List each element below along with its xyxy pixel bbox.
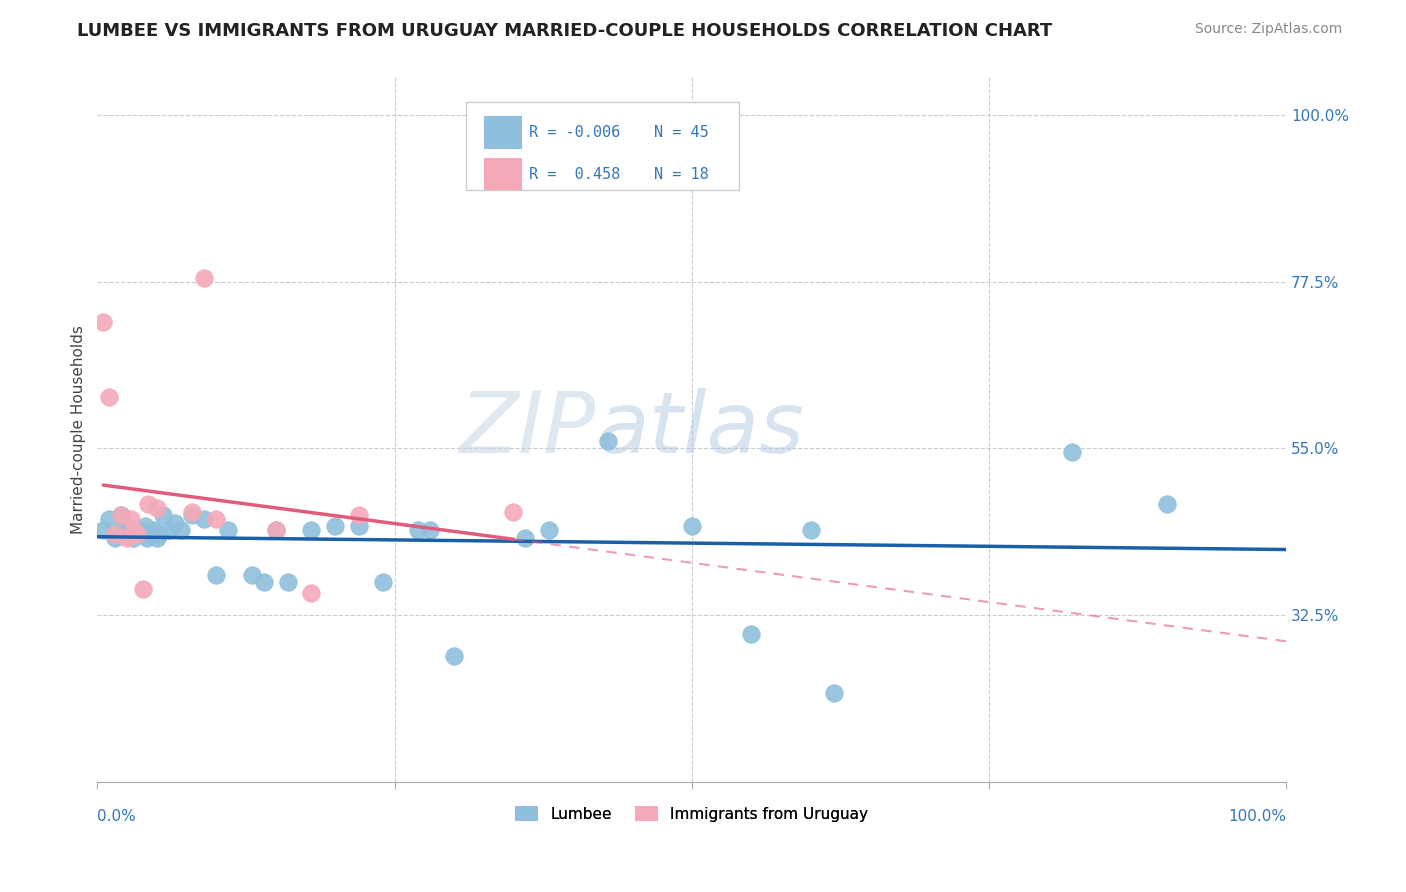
Point [131, 526, 153, 541]
Point [205, 567, 228, 582]
Point [823, 686, 845, 700]
Point [277, 574, 299, 589]
Point [139, 526, 162, 541]
Point [136, 531, 159, 545]
Point [681, 519, 703, 533]
Point [419, 523, 441, 537]
Text: LUMBEE VS IMMIGRANTS FROM URUGUAY MARRIED-COUPLE HOUSEHOLDS CORRELATION CHART: LUMBEE VS IMMIGRANTS FROM URUGUAY MARRIE… [77, 22, 1053, 40]
Point [371, 574, 394, 589]
Point [122, 523, 145, 537]
Y-axis label: Married-couple Households: Married-couple Households [72, 326, 86, 534]
Point [406, 523, 429, 537]
Text: N = 18: N = 18 [654, 167, 709, 181]
Point [104, 526, 127, 541]
Point [502, 504, 524, 518]
Point [323, 519, 346, 533]
Point [169, 523, 191, 537]
Point [128, 523, 150, 537]
Point [152, 508, 174, 523]
Point [115, 523, 138, 537]
Point [181, 508, 204, 523]
Point [1156, 497, 1178, 511]
Point [148, 526, 170, 541]
Point [537, 523, 560, 537]
Point [299, 523, 322, 537]
Text: ZIP: ZIP [460, 388, 596, 471]
Text: atlas: atlas [596, 388, 804, 471]
Point [125, 526, 148, 541]
Point [110, 508, 132, 523]
Point [91, 315, 114, 329]
Text: R =  0.458: R = 0.458 [529, 167, 620, 181]
Legend: Lumbee, Immigrants from Uruguay: Lumbee, Immigrants from Uruguay [509, 799, 875, 828]
Point [98, 512, 121, 526]
Point [143, 523, 166, 537]
Point [134, 519, 156, 533]
Point [120, 512, 142, 526]
Point [253, 574, 276, 589]
Point [347, 519, 370, 533]
Text: Source: ZipAtlas.com: Source: ZipAtlas.com [1195, 22, 1343, 37]
Point [181, 504, 204, 518]
Point [347, 508, 370, 523]
Point [443, 649, 465, 664]
Point [1060, 445, 1083, 459]
Point [163, 516, 186, 530]
Point [115, 531, 138, 545]
Point [138, 497, 160, 511]
FancyBboxPatch shape [465, 102, 740, 190]
Point [112, 519, 135, 533]
Point [98, 390, 121, 404]
Point [91, 523, 114, 537]
Text: N = 45: N = 45 [654, 125, 709, 140]
Point [157, 523, 180, 537]
Point [515, 531, 537, 545]
Point [104, 531, 127, 545]
Point [264, 523, 287, 537]
Point [110, 508, 132, 523]
Point [598, 434, 620, 448]
Point [740, 627, 762, 641]
Point [146, 500, 169, 515]
Point [299, 586, 322, 600]
Text: R = -0.006: R = -0.006 [529, 125, 620, 140]
Point [131, 582, 153, 597]
Point [193, 270, 215, 285]
Text: 100.0%: 100.0% [1227, 809, 1286, 824]
Point [217, 523, 239, 537]
Point [799, 523, 821, 537]
FancyBboxPatch shape [484, 116, 522, 149]
Text: 0.0%: 0.0% [97, 809, 136, 824]
Point [240, 567, 263, 582]
FancyBboxPatch shape [484, 158, 522, 190]
Point [118, 526, 141, 541]
Point [146, 531, 169, 545]
Point [264, 523, 287, 537]
Point [122, 531, 145, 545]
Point [124, 526, 146, 541]
Point [205, 512, 228, 526]
Point [193, 512, 215, 526]
